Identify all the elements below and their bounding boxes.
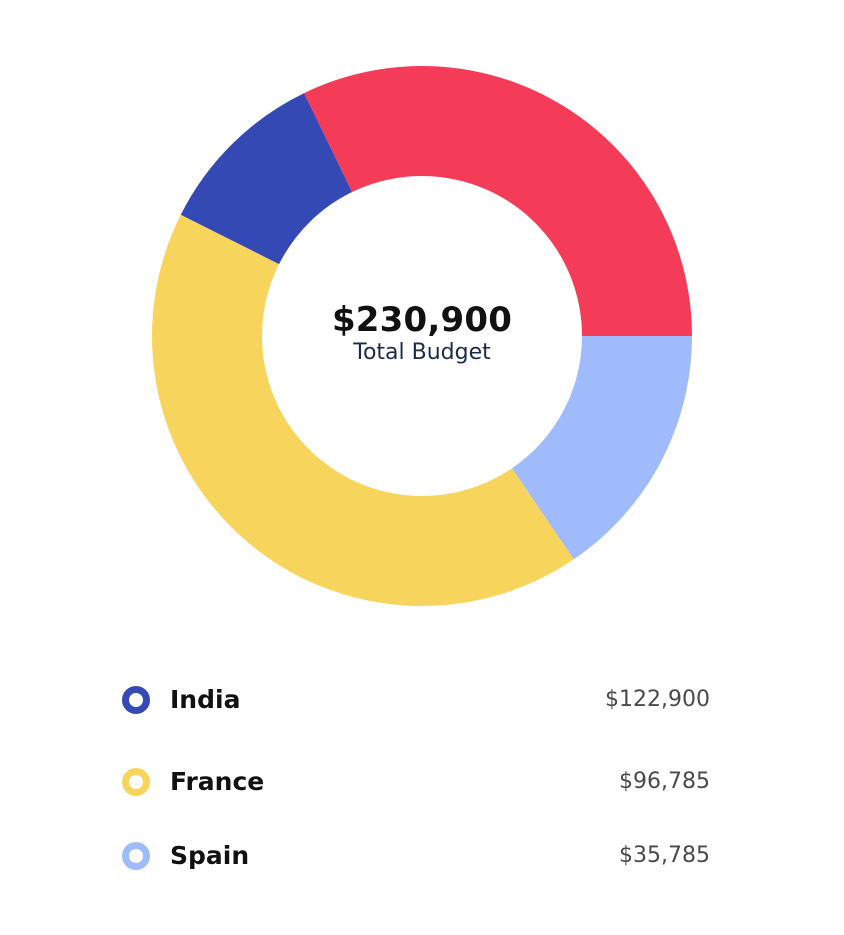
legend-item-india: India $122,900 [120, 680, 710, 720]
legend-marker-france [122, 768, 150, 796]
legend-marker-india [122, 686, 150, 714]
total-budget-value: $230,900 [331, 300, 513, 340]
donut-slice-spain [511, 336, 692, 560]
legend-value-india: $122,900 [605, 687, 710, 712]
donut-slice-france [151, 214, 574, 607]
legend-item-france: France $96,785 [120, 762, 710, 802]
legend-value-spain: $35,785 [619, 843, 710, 868]
legend-label-india: India [170, 685, 241, 714]
donut-slice-other [304, 66, 692, 336]
legend-label-spain: Spain [170, 841, 250, 870]
donut-center: $230,900 Total Budget [262, 296, 582, 368]
donut-chart-svg [151, 66, 692, 607]
total-budget-label: Total Budget [353, 340, 491, 365]
donut-slice-india [180, 93, 353, 265]
legend-item-spain: Spain $35,785 [120, 836, 710, 876]
legend-label-france: France [170, 767, 265, 796]
legend-value-france: $96,785 [619, 769, 710, 794]
legend-marker-spain [122, 842, 150, 870]
donut-chart: $230,900 Total Budget [151, 66, 692, 607]
